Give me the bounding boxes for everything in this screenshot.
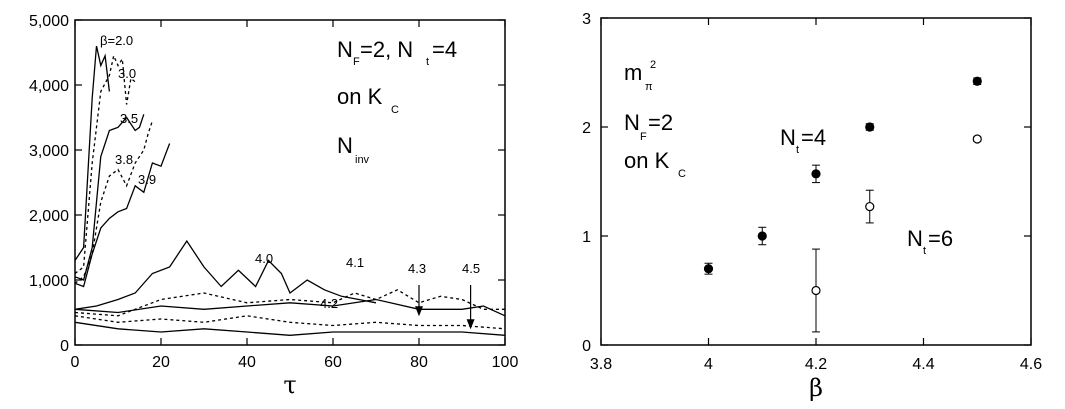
right-series-label-nt6: N t =6 [907, 226, 953, 257]
data-point-nt4 [757, 231, 767, 241]
right-legend-pi-sub: π [645, 81, 653, 93]
series-label: 3.5 [120, 111, 138, 126]
left-plot-frame [74, 19, 506, 346]
series-label: 4.3 [408, 261, 426, 276]
left-series-labels: β=2.0 3.0 3.5 3.8 3.9 4.0 4.1 4.3 4.2 4.5 [100, 33, 480, 311]
left-y-tick-label: 1,000 [29, 273, 69, 290]
series-line-4.5 [74, 321, 506, 336]
left-legend-l1-end: =4 [432, 37, 457, 62]
right-legend-nf: N F =2 [624, 110, 673, 143]
series-line-3.9 [74, 143, 171, 288]
right-x-axis-title: β [809, 374, 823, 402]
left-x-tick-label: 40 [238, 354, 256, 371]
arrow-head [415, 306, 423, 317]
data-point-nt6 [811, 285, 821, 296]
right-y-tick-label: 2 [582, 120, 591, 137]
left-legend-c-sub: C [391, 104, 399, 116]
left-legend-inv-sub: inv [355, 154, 370, 166]
left-legend-f-sub: F [353, 56, 360, 68]
series-label: β=2.0 [100, 33, 133, 48]
left-x-tick-label: 60 [324, 354, 342, 371]
left-legend-ninv: N inv [337, 133, 370, 166]
right-legend-c-sub: C [678, 168, 686, 180]
right-x-tick-label: 4 [704, 356, 713, 373]
left-series-group [74, 45, 506, 336]
left-x-tick-label: 20 [152, 354, 170, 371]
data-point-nt4 [972, 76, 982, 86]
right-nt4-main: N [780, 125, 796, 150]
arrow-head [466, 319, 475, 330]
left-y-tick-label: 0 [60, 338, 69, 355]
left-legend-onk: on K [337, 84, 383, 109]
data-point-nt6 [972, 134, 982, 144]
right-x-tick-label: 4.6 [1020, 356, 1042, 373]
data-point-nt4 [811, 169, 821, 179]
series-label: 4.5 [462, 261, 480, 276]
right-x-tick-label: 3.8 [590, 356, 612, 373]
right-nt4-sub: t [796, 144, 799, 156]
right-y-tick-label: 0 [582, 338, 591, 355]
data-point-nt4 [865, 122, 875, 132]
series-line-3.5 [74, 114, 145, 281]
left-x-axis-title: τ [283, 371, 296, 399]
series-line-4.2 [74, 315, 506, 330]
left-legend-l1-rest: =2, N [360, 37, 413, 62]
left-arrows [415, 285, 475, 330]
right-legend-on-kc: on K C [624, 148, 686, 180]
right-legend-2-sup: 2 [650, 59, 656, 71]
data-point-nt4 [703, 264, 714, 274]
left-legend-t-sub: t [426, 56, 429, 68]
left-legend-nf-nt: N F =2, N t =4 [337, 37, 457, 68]
right-legend-onk: on K [624, 148, 670, 173]
right-nt6-main: N [907, 226, 923, 251]
left-x-tick-label: 80 [410, 354, 428, 371]
left-axis-ticks: 0 20 40 60 80 100 0 1,000 2,000 3,000 4,000 5,000 [29, 13, 518, 371]
right-x-tick-label: 4.4 [912, 356, 934, 373]
right-series-label-nt4: N t =4 [780, 125, 826, 156]
left-x-tick-label: 100 [492, 354, 519, 371]
right-points-group [703, 76, 982, 333]
left-x-tick-label: 0 [71, 354, 80, 371]
right-x-tick-label: 4.2 [805, 356, 827, 373]
data-point-nt6 [865, 201, 875, 212]
right-legend-m: m [624, 60, 642, 85]
right-legend-f-sub: F [640, 131, 647, 143]
series-label: 3.8 [115, 152, 133, 167]
left-y-tick-label: 2,000 [29, 208, 69, 225]
right-y-tick-label: 3 [582, 11, 591, 28]
series-line-4.3 [74, 298, 506, 317]
left-y-tick-label: 3,000 [29, 143, 69, 160]
right-nt4-rest: =4 [801, 125, 826, 150]
right-nt6-rest: =6 [928, 226, 953, 251]
left-legend-ninv-main: N [337, 133, 353, 158]
series-label: 3.0 [118, 66, 136, 81]
right-nt6-sub: t [923, 245, 926, 257]
right-y-tick-label: 1 [582, 229, 591, 246]
series-label: 4.0 [255, 251, 273, 266]
series-line-4.0 [74, 239, 377, 310]
left-legend-n1: N [337, 37, 353, 62]
series-line-4.1 [74, 289, 505, 317]
series-label: 4.2 [320, 296, 338, 311]
series-label: 3.9 [138, 172, 156, 187]
left-y-tick-label: 4,000 [29, 78, 69, 95]
right-legend-mpi2: m π 2 [624, 59, 656, 93]
series-line-2.0 [74, 45, 111, 261]
right-axis-ticks: 3.8 4 4.2 4.4 4.6 0 1 2 3 [582, 11, 1042, 373]
left-panel: 0 20 40 60 80 100 0 1,000 2,000 3,000 4,000 5,000 β… [29, 13, 518, 399]
left-y-tick-label: 5,000 [29, 13, 69, 30]
series-line-3.8 [74, 120, 154, 284]
series-label: 4.1 [346, 255, 364, 270]
series-line-3.0 [74, 53, 136, 275]
right-legend-nf-rest: =2 [648, 110, 673, 135]
right-legend-nf-main: N [624, 110, 640, 135]
left-legend-on-kc: on K C [337, 84, 399, 116]
